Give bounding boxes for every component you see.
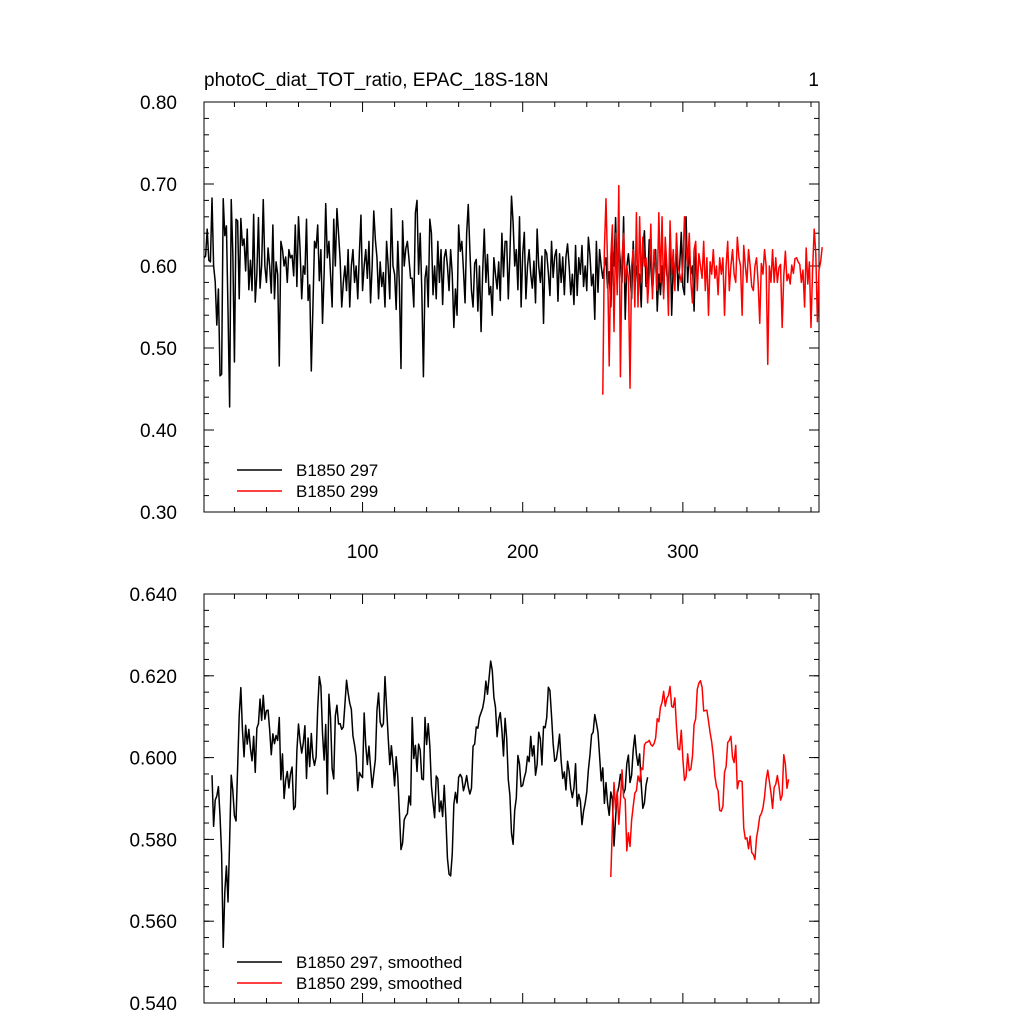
legend-label-b1850-297-smoothed: B1850 297, smoothed xyxy=(296,953,462,972)
top-y-axis: 0.30 0.40 0.50 0.60 0.70 0.80 xyxy=(140,93,819,524)
y-tick-label: 0.60 xyxy=(140,257,177,278)
bottom-y-axis: 0.540 0.560 0.580 0.600 0.620 0.640 xyxy=(129,585,819,1015)
legend-label-b1850-297: B1850 297 xyxy=(296,461,378,480)
series-line-b1850-297 xyxy=(203,195,697,408)
y-tick-label: 0.640 xyxy=(129,585,177,606)
top-legend: B1850 297 B1850 299 xyxy=(237,461,378,501)
top-plot-frame xyxy=(203,101,820,513)
series-line-b1850-297-smoothed xyxy=(211,660,649,949)
y-tick-label: 0.600 xyxy=(129,749,177,770)
smoothed-timeseries-panel: 0.540 0.560 0.580 0.600 0.620 0.640 B1850 297… xyxy=(129,585,820,1015)
raw-timeseries-panel: photoC_diat_TOT_ratio, EPAC_18S-18N 1 0.… xyxy=(140,70,823,563)
x-tick-label: 100 xyxy=(347,542,379,563)
legend-label-b1850-299: B1850 299 xyxy=(296,482,378,501)
x-tick-label: 300 xyxy=(667,542,699,563)
top-x-axis: 100 200 300 xyxy=(233,102,812,563)
y-tick-label: 0.30 xyxy=(140,503,177,524)
bottom-plot-frame xyxy=(203,593,820,1004)
bottom-legend: B1850 297, smoothed B1850 299, smoothed xyxy=(237,953,462,993)
bottom-series-group xyxy=(211,660,790,949)
page-label: 1 xyxy=(808,70,819,91)
y-tick-label: 0.580 xyxy=(129,830,177,851)
y-tick-label: 0.50 xyxy=(140,339,177,360)
y-tick-label: 0.560 xyxy=(129,912,177,933)
x-tick-label: 200 xyxy=(507,542,539,563)
bottom-x-axis xyxy=(233,594,812,1003)
y-tick-label: 0.80 xyxy=(140,93,177,114)
y-tick-label: 0.70 xyxy=(140,175,177,196)
y-tick-label: 0.540 xyxy=(129,994,177,1015)
chart-title: photoC_diat_TOT_ratio, EPAC_18S-18N xyxy=(204,70,549,91)
top-series-group xyxy=(203,184,823,408)
legend-label-b1850-299-smoothed: B1850 299, smoothed xyxy=(296,974,462,993)
y-tick-label: 0.40 xyxy=(140,421,177,442)
series-line-b1850-299-smoothed xyxy=(610,679,790,878)
series-line-b1850-299 xyxy=(602,184,823,395)
y-tick-label: 0.620 xyxy=(129,667,177,688)
